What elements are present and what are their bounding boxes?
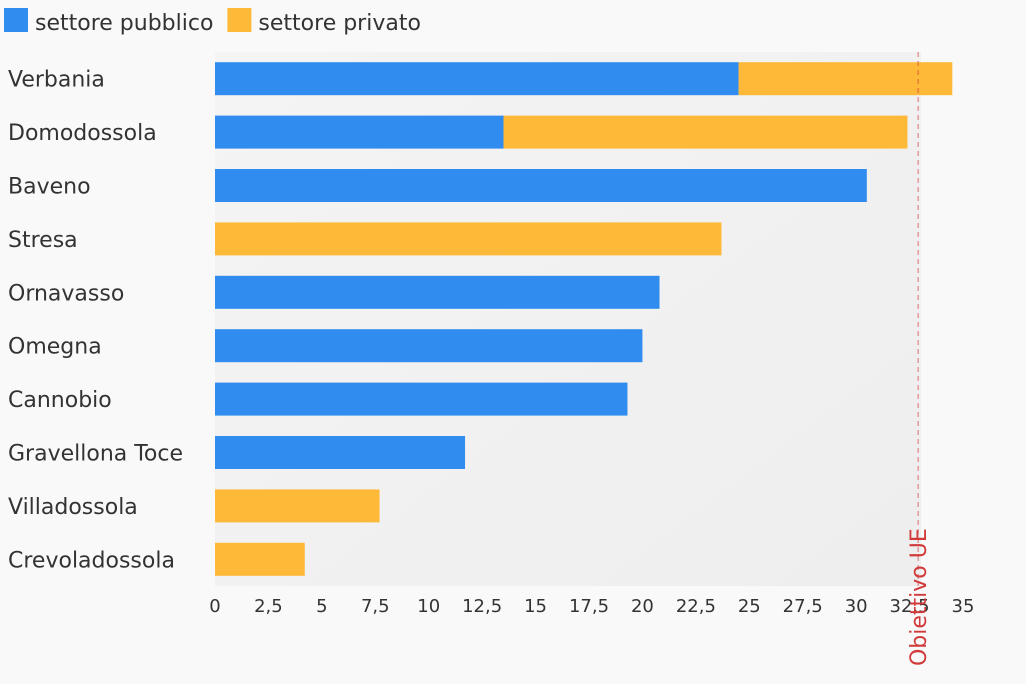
category-label: Villadossola [8, 495, 138, 520]
reference-line-group: Obiettivo UE [907, 52, 932, 666]
bar-stresa-1 [215, 222, 722, 256]
legend-swatch-1 [227, 8, 252, 32]
bar-cannobio-0 [215, 382, 628, 416]
bar-gravellona-toce-0 [215, 436, 466, 469]
category-label: Domodossola [8, 121, 157, 146]
bars [215, 62, 953, 576]
bar-crevoladossola-1 [215, 542, 305, 576]
x-tick-label: 2,5 [254, 596, 283, 617]
category-label: Stresa [8, 228, 78, 253]
bar-domodossola-1 [503, 115, 908, 149]
x-tick-label: 17,5 [569, 596, 609, 617]
category-label: Omegna [8, 335, 102, 360]
x-tick-label: 5 [316, 596, 327, 617]
legend: settore pubblico settore privato [4, 8, 421, 36]
category-label: Baveno [8, 175, 91, 200]
bar-domodossola-0 [215, 115, 504, 149]
x-tick-label: 35 [952, 596, 975, 617]
category-label: Gravellona Toce [8, 442, 183, 467]
x-tick-label: 20 [631, 596, 654, 617]
reference-line-label: Obiettivo UE [907, 528, 932, 666]
bar-verbania-0 [215, 62, 739, 96]
category-labels: Verbania Domodossola Baveno Stresa Ornavasso… [8, 68, 183, 574]
x-tick-label: 27,5 [783, 596, 823, 617]
bar-ornavasso-0 [215, 275, 660, 309]
x-tick-label: 32,5 [890, 596, 930, 617]
x-tick-label: 15 [524, 596, 547, 617]
x-tick-label: 30 [845, 596, 868, 617]
legend-label-1: settore privato [258, 11, 421, 36]
category-label: Cannobio [8, 388, 112, 413]
x-tick-label: 10 [417, 596, 440, 617]
x-tick-label: 0 [209, 596, 220, 617]
x-axis-ticks: 0 2,5 5 7,5 10 12,5 15 17,5 20 22,5 25 27,5 30 32,5 35 [209, 596, 974, 617]
category-label: Ornavasso [8, 281, 124, 306]
x-tick-label: 7,5 [361, 596, 390, 617]
category-label: Verbania [8, 68, 105, 93]
category-label: Crevoladossola [8, 548, 175, 573]
bar-verbania-1 [738, 62, 953, 96]
bar-omegna-0 [215, 329, 643, 363]
legend-label-0: settore pubblico [35, 11, 213, 36]
bar-baveno-0 [215, 169, 867, 202]
legend-swatch-0 [4, 8, 28, 32]
bar-villadossola-1 [215, 489, 380, 523]
x-tick-label: 12,5 [462, 596, 502, 617]
x-tick-label: 25 [738, 596, 761, 617]
x-tick-label: 22,5 [676, 596, 716, 617]
